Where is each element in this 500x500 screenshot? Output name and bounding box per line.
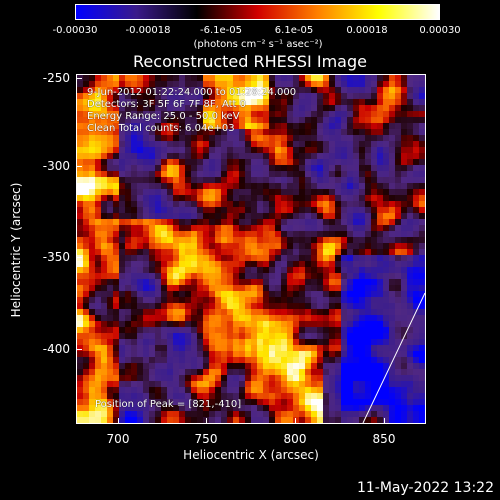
x-axis-label: Heliocentric X (arcsec) bbox=[183, 448, 319, 462]
colorbar-tick: 0.00030 bbox=[419, 25, 461, 36]
clean-annotation: Clean Total counts: 6.04e+03 bbox=[87, 123, 235, 134]
y-tick-mark bbox=[76, 257, 82, 258]
x-tick-label: 750 bbox=[194, 432, 218, 446]
date-stamp: 11-May-2022 13:22 bbox=[356, 480, 494, 496]
x-tick-mark bbox=[295, 418, 296, 424]
y-tick-mark bbox=[76, 349, 82, 350]
solar-limb-line bbox=[362, 292, 425, 423]
colorbar bbox=[75, 4, 440, 20]
colorbar-tick: 6.1e-05 bbox=[274, 25, 314, 36]
limb-line-overlay bbox=[362, 292, 425, 423]
y-tick-label: -250 bbox=[42, 71, 70, 85]
colorbar-units: (photons cm⁻² s⁻¹ asec⁻²) bbox=[193, 39, 323, 50]
x-tick-mark bbox=[206, 418, 207, 424]
y-axis-label: Heliocentric Y (arcsec) bbox=[9, 182, 23, 318]
colorbar-tick: -6.1e-05 bbox=[200, 25, 242, 36]
x-tick-label: 700 bbox=[106, 432, 130, 446]
colorbar-tick: -0.00030 bbox=[52, 25, 98, 36]
y-tick-label: -350 bbox=[42, 250, 70, 264]
detectors-annotation: Detectors: 3F 5F 6F 7F 8F, Att 0 bbox=[87, 99, 247, 110]
rhessi-image-plot: 9-Jun-2012 01:22:24.000 to 01:28:24.000 … bbox=[76, 74, 426, 424]
x-tick-label: 800 bbox=[283, 432, 307, 446]
y-tick-mark bbox=[76, 166, 82, 167]
y-tick-mark bbox=[76, 78, 82, 79]
time-range-annotation: 9-Jun-2012 01:22:24.000 to 01:28:24.000 bbox=[87, 87, 297, 98]
y-tick-label: -400 bbox=[42, 342, 70, 356]
peak-position-annotation: Position of Peak = [821,-410] bbox=[95, 399, 242, 410]
image-title: Reconstructed RHESSI Image bbox=[133, 52, 367, 71]
colorbar-tick: -0.00018 bbox=[125, 25, 171, 36]
x-tick-mark bbox=[118, 418, 119, 424]
x-tick-mark bbox=[384, 418, 385, 424]
rhessi-heatmap bbox=[77, 75, 425, 423]
y-tick-label: -300 bbox=[42, 159, 70, 173]
colorbar-tick: 0.00018 bbox=[346, 25, 388, 36]
energy-annotation: Energy Range: 25.0 - 50.0 keV bbox=[87, 111, 240, 122]
x-tick-label: 850 bbox=[372, 432, 396, 446]
